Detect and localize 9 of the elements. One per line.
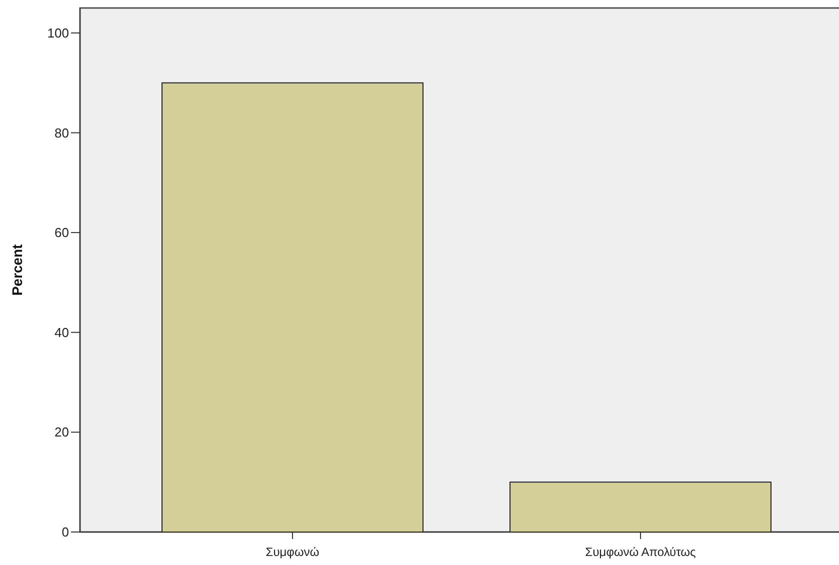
y-tick-label: 80: [54, 125, 69, 140]
y-tick-label: 100: [47, 26, 69, 40]
y-tick-label: 20: [54, 424, 69, 440]
y-axis-title: Percent: [9, 244, 25, 296]
y-tick-label: 0: [62, 524, 69, 540]
x-tick-label: Συμφωνώ: [266, 545, 320, 559]
x-tick-label: Συμφωνώ Απολύτως: [585, 545, 696, 559]
y-tick-label: 60: [54, 225, 69, 240]
y-tick-label: 40: [54, 324, 69, 340]
